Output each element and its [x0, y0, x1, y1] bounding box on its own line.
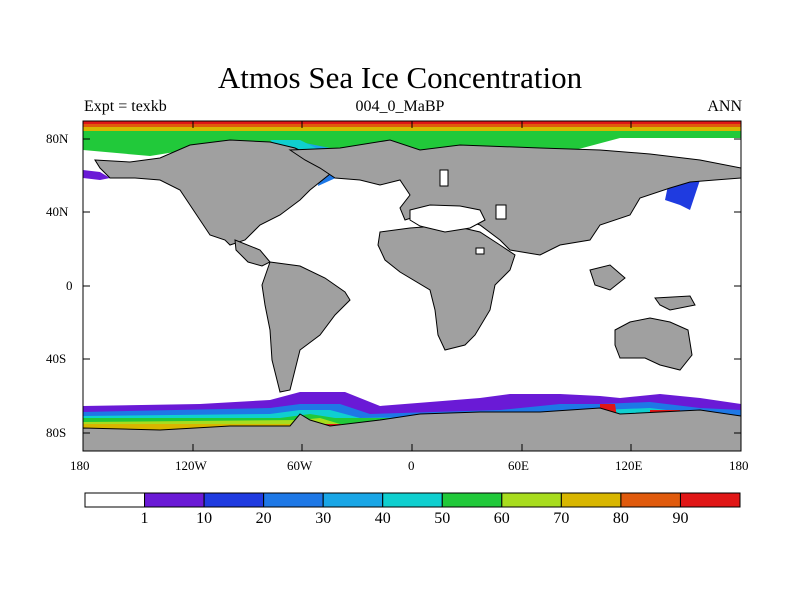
colorbar-box: [679, 492, 741, 508]
caspian-sea: [495, 204, 507, 220]
colorbar-box: [441, 492, 503, 508]
experiment-label: Expt = texkb: [84, 98, 167, 115]
lat-label-80n: 80N: [46, 131, 69, 146]
colorbar-label: 60: [493, 510, 510, 527]
mediterranean: [409, 204, 486, 233]
colorbar-box: [620, 492, 681, 508]
colorbar-label: 10: [196, 510, 213, 527]
colorbar-box: [322, 492, 384, 508]
lat-label-0: 0: [66, 278, 73, 293]
colorbar-label: 90: [672, 510, 689, 527]
colorbar-label: 50: [434, 510, 451, 527]
southeast-asia: [589, 264, 626, 291]
season-label: ANN: [707, 98, 742, 115]
north-america: [94, 139, 336, 246]
colorbar-label: 80: [612, 510, 629, 527]
colorbar-label: 1: [140, 510, 149, 527]
time-label: 004_0_MaBP: [355, 98, 445, 115]
land-masses: [83, 139, 741, 451]
white-sea: [439, 169, 449, 187]
colorbar-label: 20: [255, 510, 272, 527]
chart-title: Atmos Sea Ice Concentration: [217, 60, 583, 95]
ice-band-pacific: [83, 170, 110, 180]
lon-label-180e: 180: [729, 458, 749, 473]
red-sea: [475, 247, 485, 255]
ice-band-60: [83, 131, 741, 156]
lat-label-80s: 80S: [46, 425, 67, 440]
eurasia: [288, 139, 741, 256]
south-america: [261, 261, 351, 393]
new-guinea: [654, 295, 696, 311]
lat-label-40s: 40S: [46, 351, 67, 366]
antarctica: [83, 407, 741, 451]
ice-band-70: [83, 127, 741, 133]
lon-tick-marks: [192, 121, 632, 451]
colorbar-box: [382, 492, 443, 508]
colorbar-box: [263, 492, 324, 508]
map-plot-area: [83, 121, 741, 451]
colorbar: [84, 492, 741, 508]
lon-label-60e: 60E: [508, 458, 529, 473]
colorbar-box: [144, 492, 205, 508]
colorbar-label: 70: [553, 510, 570, 527]
lon-label-0: 0: [408, 458, 415, 473]
colorbar-box: [84, 492, 146, 508]
lon-label-60w: 60W: [287, 458, 313, 473]
lon-label-120e: 120E: [615, 458, 643, 473]
central-america: [234, 239, 271, 267]
lat-tick-marks: [83, 138, 741, 434]
colorbar-label: 30: [315, 510, 332, 527]
lat-label-40n: 40N: [46, 204, 69, 219]
inland-water: [409, 169, 507, 255]
africa: [377, 224, 516, 351]
australia: [614, 317, 693, 371]
lon-label-120w: 120W: [175, 458, 207, 473]
colorbar-box: [203, 492, 265, 508]
colorbar-box: [560, 492, 622, 508]
colorbar-label: 40: [374, 510, 391, 527]
colorbar-box: [501, 492, 562, 508]
lon-label-180w: 180: [70, 458, 90, 473]
